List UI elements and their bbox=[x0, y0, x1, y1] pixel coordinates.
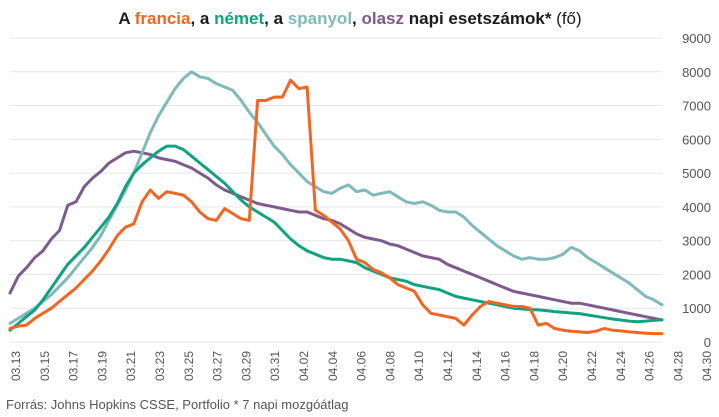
x-tick-label: 04.22 bbox=[585, 351, 599, 381]
y-tick-label: 7000 bbox=[682, 99, 711, 114]
x-tick-label: 03.31 bbox=[268, 351, 282, 381]
y-tick-label: 5000 bbox=[682, 166, 711, 181]
y-axis-ticks: 0 1000 2000 3000 4000 5000 6000 7000 8000 9000 bbox=[682, 31, 711, 350]
source-note: Forrás: Johns Hopkins CSSE, Portfolio * … bbox=[6, 397, 349, 412]
y-tick-label: 2000 bbox=[682, 267, 711, 282]
x-tick-label: 04.28 bbox=[671, 351, 685, 381]
series-lines bbox=[8, 70, 664, 336]
x-tick-label: 04.20 bbox=[556, 351, 570, 381]
x-tick-label: 04.12 bbox=[441, 351, 455, 381]
x-tick-label: 04.08 bbox=[383, 351, 397, 381]
x-tick-label: 04.16 bbox=[499, 351, 513, 381]
chart-title: A francia, a német, a spanyol, olasz nap… bbox=[118, 9, 581, 28]
title-part: , a bbox=[264, 9, 288, 28]
x-tick-label: 04.14 bbox=[470, 351, 484, 381]
y-tick-label: 6000 bbox=[682, 132, 711, 147]
x-tick-label: 04.06 bbox=[355, 351, 369, 381]
y-tick-label: 3000 bbox=[682, 234, 711, 249]
series-line-francia bbox=[8, 78, 664, 336]
title-part: A bbox=[118, 9, 134, 28]
series-line-német bbox=[8, 144, 664, 332]
title-part: (fő) bbox=[556, 9, 582, 28]
x-tick-label: 03.21 bbox=[124, 351, 138, 381]
y-tick-label: 8000 bbox=[682, 65, 711, 80]
x-tick-label: 03.17 bbox=[67, 351, 81, 381]
x-tick-label: 03.15 bbox=[38, 351, 52, 381]
y-tick-label: 0 bbox=[704, 335, 711, 350]
title-part: német bbox=[214, 9, 264, 28]
title-part: spanyol bbox=[288, 9, 352, 28]
x-tick-label: 04.26 bbox=[643, 351, 657, 381]
gridlines bbox=[10, 37, 662, 343]
x-tick-label: 03.25 bbox=[182, 351, 196, 381]
series-line-olasz bbox=[8, 149, 664, 322]
x-tick-label: 04.02 bbox=[297, 351, 311, 381]
title-part: olasz bbox=[362, 9, 405, 28]
x-axis-ticks: 03.13 03.15 03.17 03.19 03.21 03.23 03.25 03.27… bbox=[9, 351, 714, 381]
x-tick-label: 04.10 bbox=[412, 351, 426, 381]
x-tick-label: 04.24 bbox=[614, 351, 628, 381]
y-tick-label: 1000 bbox=[682, 301, 711, 316]
title-part: , a bbox=[190, 9, 214, 28]
x-tick-label: 04.18 bbox=[527, 351, 541, 381]
y-tick-label: 9000 bbox=[682, 31, 711, 46]
x-tick-label: 03.29 bbox=[239, 351, 253, 381]
x-tick-label: 04.30 bbox=[700, 351, 714, 381]
y-tick-label: 4000 bbox=[682, 200, 711, 215]
series-line-spanyol bbox=[8, 70, 664, 325]
title-part: napi esetszámok* bbox=[404, 9, 556, 28]
title-part: , bbox=[352, 9, 361, 28]
x-tick-label: 04.04 bbox=[326, 351, 340, 381]
title-part: francia bbox=[135, 9, 191, 28]
x-tick-label: 03.19 bbox=[95, 351, 109, 381]
x-tick-label: 03.13 bbox=[9, 351, 23, 381]
x-tick-label: 03.27 bbox=[211, 351, 225, 381]
x-tick-label: 03.23 bbox=[153, 351, 167, 381]
